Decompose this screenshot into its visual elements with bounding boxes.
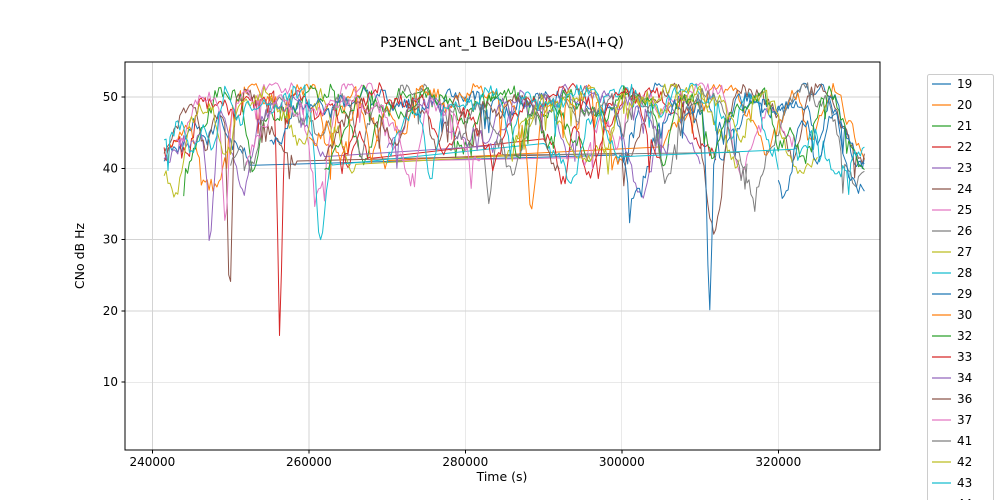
series-lines (163, 82, 865, 336)
x-tick-label: 280000 (442, 455, 488, 469)
series-line-44 (777, 113, 865, 199)
legend-label-32: 32 (957, 329, 972, 343)
legend-label-27: 27 (957, 245, 972, 259)
y-tick-label: 20 (103, 304, 118, 318)
y-tick-label: 40 (103, 161, 118, 175)
legend-box (927, 74, 994, 500)
y-axis-label: CNo dB Hz (72, 222, 87, 289)
legend: 19 20 21 22 23 24 25 26 27 28 29 30 32 33 34 36 37 41 42 43… (927, 74, 994, 500)
x-axis-label: Time (s) (476, 469, 528, 484)
series-line-43 (386, 84, 865, 195)
series-line-23 (163, 91, 701, 241)
legend-label-34: 34 (957, 371, 972, 385)
legend-label-20: 20 (957, 98, 972, 112)
chart-title: P3ENCL ant_1 BeiDou L5-E5A(I+Q) (380, 35, 624, 51)
legend-label-43: 43 (957, 476, 972, 490)
x-tick-label: 300000 (599, 455, 645, 469)
legend-label-44: 44 (957, 497, 972, 500)
series-line-29 (269, 86, 865, 311)
x-tick-label: 240000 (129, 455, 175, 469)
legend-label-33: 33 (957, 350, 972, 364)
legend-label-30: 30 (957, 308, 972, 322)
legend-label-24: 24 (957, 182, 972, 196)
series-line-32 (324, 84, 865, 171)
y-tick-label: 10 (103, 375, 118, 389)
legend-label-41: 41 (957, 434, 972, 448)
axis-ticks: 240000 260000 280000 300000 320000 10 20 30 40 50 (103, 90, 801, 469)
series-line-28 (163, 82, 779, 241)
y-tick-label: 30 (103, 233, 118, 247)
x-tick-label: 260000 (286, 455, 332, 469)
legend-label-21: 21 (957, 119, 972, 133)
series-line-42 (511, 83, 818, 175)
series-line-33 (339, 82, 662, 180)
series-line-22 (163, 86, 717, 336)
legend-label-42: 42 (957, 455, 972, 469)
gridlines (125, 62, 880, 450)
legend-label-28: 28 (957, 266, 972, 280)
y-tick-label: 50 (103, 90, 118, 104)
legend-label-23: 23 (957, 161, 972, 175)
legend-label-29: 29 (957, 287, 972, 301)
axes-frame (124, 61, 881, 451)
legend-label-36: 36 (957, 392, 972, 406)
legend-label-25: 25 (957, 203, 972, 217)
legend-label-37: 37 (957, 413, 972, 427)
series-line-41 (449, 87, 748, 190)
series-line-37 (245, 93, 482, 189)
legend-label-26: 26 (957, 224, 972, 238)
legend-label-19: 19 (957, 77, 972, 91)
x-tick-label: 320000 (755, 455, 801, 469)
legend-label-22: 22 (957, 140, 972, 154)
